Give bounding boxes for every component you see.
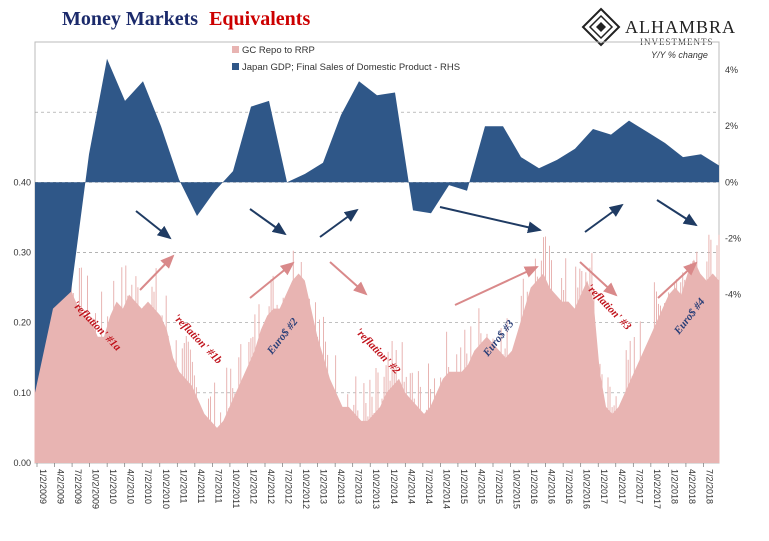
x-tick-label-30: 7/2/2016 (564, 469, 574, 504)
rhs-unit-label: Y/Y % change (651, 50, 708, 60)
x-tick-label-29: 4/2/2016 (547, 469, 557, 504)
left-tick-label-3: 0.30 (13, 248, 31, 258)
x-tick-label-4: 1/2/2010 (108, 469, 118, 504)
x-tick-label-35: 10/2/2017 (652, 469, 662, 509)
arrow-red-up-1 (139, 254, 175, 291)
x-tick-label-14: 7/2/2012 (284, 469, 294, 504)
x-tick-label-13: 4/2/2012 (266, 469, 276, 504)
x-tick-label-9: 4/2/2011 (196, 469, 206, 503)
x-tick-label-22: 7/2/2014 (424, 469, 434, 504)
arrow-red-up-4 (657, 261, 698, 299)
right-axis: 4% 2% 0% -2% -4% (725, 65, 741, 300)
x-tick-label-25: 4/2/2015 (476, 469, 486, 504)
logo-diamond-icon (581, 7, 621, 47)
annotation-reflation-1b: 'reflation' #1b (171, 312, 225, 367)
arrow-up-2 (584, 203, 624, 233)
legend: GC Repo to RRP Japan GDP; Final Sales of… (232, 45, 460, 73)
x-tick-label-8: 1/2/2011 (178, 469, 188, 503)
arrow-down-4 (656, 199, 698, 227)
arrows (135, 199, 698, 306)
repo-series-layer (34, 234, 720, 463)
gdp-area (35, 58, 719, 393)
arrow-down-1 (135, 210, 172, 240)
legend-label-repo: GC Repo to RRP (242, 45, 315, 56)
right-tick-label-4: -4% (725, 290, 741, 300)
x-tick-label-16: 1/2/2013 (319, 469, 329, 504)
arrow-up-1 (319, 208, 359, 238)
title-part2: Equivalents (209, 8, 310, 30)
brand-name: ALHAMBRA (625, 17, 736, 37)
x-tick-label-15: 10/2/2012 (301, 469, 311, 509)
x-tick-label-38: 7/2/2018 (704, 469, 714, 504)
x-tick-label-2: 7/2/2009 (73, 469, 83, 504)
left-tick-label-0: 0.00 (13, 458, 31, 468)
left-tick-label-2: 0.20 (13, 318, 31, 328)
x-tick-label-33: 4/2/2017 (617, 469, 627, 504)
x-tick-label-11: 10/2/2011 (231, 469, 241, 508)
left-tick-label-4: 0.40 (13, 177, 31, 187)
arrow-red-up-3 (454, 266, 539, 306)
arrow-red-down-2 (579, 261, 618, 297)
left-axis: 0.00 0.10 0.20 0.30 0.40 (13, 177, 31, 468)
x-tick-label-20: 1/2/2014 (389, 469, 399, 504)
annotation-reflation-2: 'reflation' #2 (353, 326, 403, 377)
x-tick-label-27: 10/2/2015 (512, 469, 522, 509)
arrow-down-3 (439, 206, 542, 234)
x-tick-label-10: 7/2/2011 (213, 469, 223, 503)
right-tick-label-2: 0% (725, 177, 738, 187)
x-tick-label-1: 4/2/2009 (56, 469, 66, 504)
right-tick-label-0: 4% (725, 65, 738, 75)
x-tick-label-28: 1/2/2016 (529, 469, 539, 504)
x-tick-label-26: 7/2/2015 (494, 469, 504, 504)
x-tick-label-7: 10/2/2010 (161, 469, 171, 509)
gdp-series-layer (35, 58, 719, 393)
x-tick-label-24: 1/2/2015 (459, 469, 469, 504)
alhambra-logo: ALHAMBRA INVESTMENTS (581, 7, 736, 47)
x-tick-label-12: 1/2/2012 (248, 469, 258, 504)
legend-swatch-gdp (232, 63, 239, 70)
x-tick-label-37: 4/2/2018 (687, 469, 697, 504)
x-tick-label-3: 10/2/2009 (91, 469, 101, 509)
x-tick-label-0: 1/2/2009 (38, 469, 48, 504)
x-tick-label-32: 1/2/2017 (599, 469, 609, 504)
right-tick-label-1: 2% (725, 121, 738, 131)
arrow-red-up-2 (249, 261, 295, 299)
chart-title: Money Markets Equivalents (62, 8, 310, 30)
x-tick-label-21: 4/2/2014 (406, 469, 416, 504)
x-tick-label-17: 4/2/2013 (336, 469, 346, 504)
x-tick-label-36: 1/2/2018 (669, 469, 679, 504)
x-tick-label-31: 10/2/2016 (582, 469, 592, 509)
x-tick-label-23: 10/2/2014 (441, 469, 451, 509)
legend-swatch-repo (232, 46, 239, 53)
right-tick-label-3: -2% (725, 233, 741, 243)
x-axis: 1/2/2009 4/2/2009 7/2/2009 10/2/2009 1/2/201… (36, 463, 714, 509)
x-tick-label-19: 10/2/2013 (371, 469, 381, 509)
x-tick-label-34: 7/2/2017 (634, 469, 644, 504)
title-part1: Money Markets (62, 8, 198, 30)
arrow-red-down-1 (329, 261, 368, 296)
arrow-down-2 (249, 208, 287, 236)
x-tick-label-5: 4/2/2010 (126, 469, 136, 504)
legend-label-gdp: Japan GDP; Final Sales of Domestic Produ… (242, 62, 460, 73)
x-tick-label-18: 7/2/2013 (354, 469, 364, 504)
x-tick-label-6: 7/2/2010 (143, 469, 153, 504)
left-tick-label-1: 0.10 (13, 388, 31, 398)
